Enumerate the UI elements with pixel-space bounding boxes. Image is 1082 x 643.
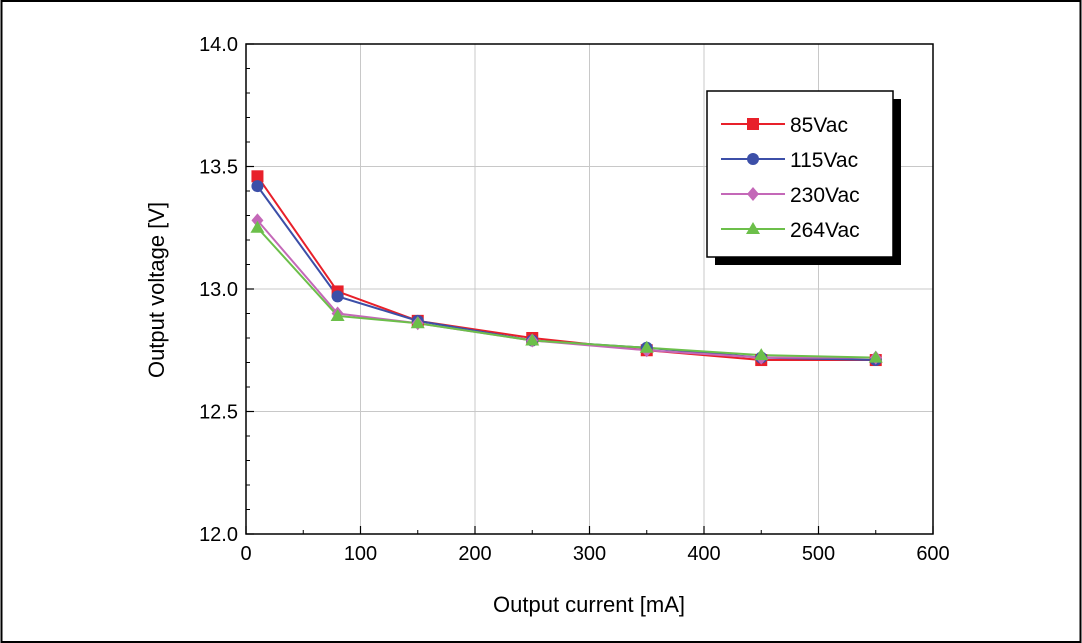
x-axis-ticks: 0 100 200 300 400 500 600: [240, 526, 950, 565]
legend-label-115vac: 115Vac: [790, 149, 858, 172]
data-point-264vac: [330, 308, 345, 321]
legend-marker-115vac: [747, 153, 759, 165]
y-axis-title: Output voltage [V]: [144, 202, 169, 378]
y-tick-label: 14.0: [199, 34, 238, 56]
x-tick-label: 200: [458, 543, 491, 565]
data-point-264vac: [868, 350, 883, 363]
y-tick-label: 12.0: [199, 524, 238, 546]
y-tick-label: 12.5: [199, 402, 238, 424]
data-point-115vac: [331, 290, 344, 303]
data-point-85vac: [251, 170, 264, 183]
data-point-264vac: [525, 333, 540, 346]
data-point-230vac: [251, 213, 264, 228]
legend-marker-85vac: [747, 118, 759, 130]
y-tick-label: 13.5: [199, 157, 238, 179]
x-tick-label: 600: [916, 543, 949, 565]
legend-label-230vac: 230Vac: [790, 184, 860, 207]
data-point-115vac: [251, 180, 264, 193]
legend: 85Vac 115Vac 230Vac 264Vac: [706, 90, 901, 265]
legend-label-85vac: 85Vac: [790, 114, 848, 137]
legend-marker-230vac: [747, 187, 759, 201]
data-point-264vac: [639, 340, 654, 353]
x-tick-label: 500: [802, 543, 835, 565]
data-point-264vac: [754, 348, 769, 361]
y-tick-label: 13.0: [199, 279, 238, 301]
series-markers: [250, 170, 883, 367]
legend-label-264vac: 264Vac: [790, 219, 860, 242]
x-tick-label: 0: [240, 543, 251, 565]
y-axis-ticks: 12.0 12.5 13.0 13.5 14.0: [199, 34, 254, 546]
data-point-264vac: [410, 316, 425, 329]
x-tick-label: 400: [687, 543, 720, 565]
x-tick-label: 100: [344, 543, 377, 565]
x-tick-label: 300: [573, 543, 606, 565]
data-point-264vac: [250, 220, 265, 233]
x-axis-title: Output current [mA]: [493, 592, 685, 617]
legend-marker-264vac: [746, 222, 760, 234]
